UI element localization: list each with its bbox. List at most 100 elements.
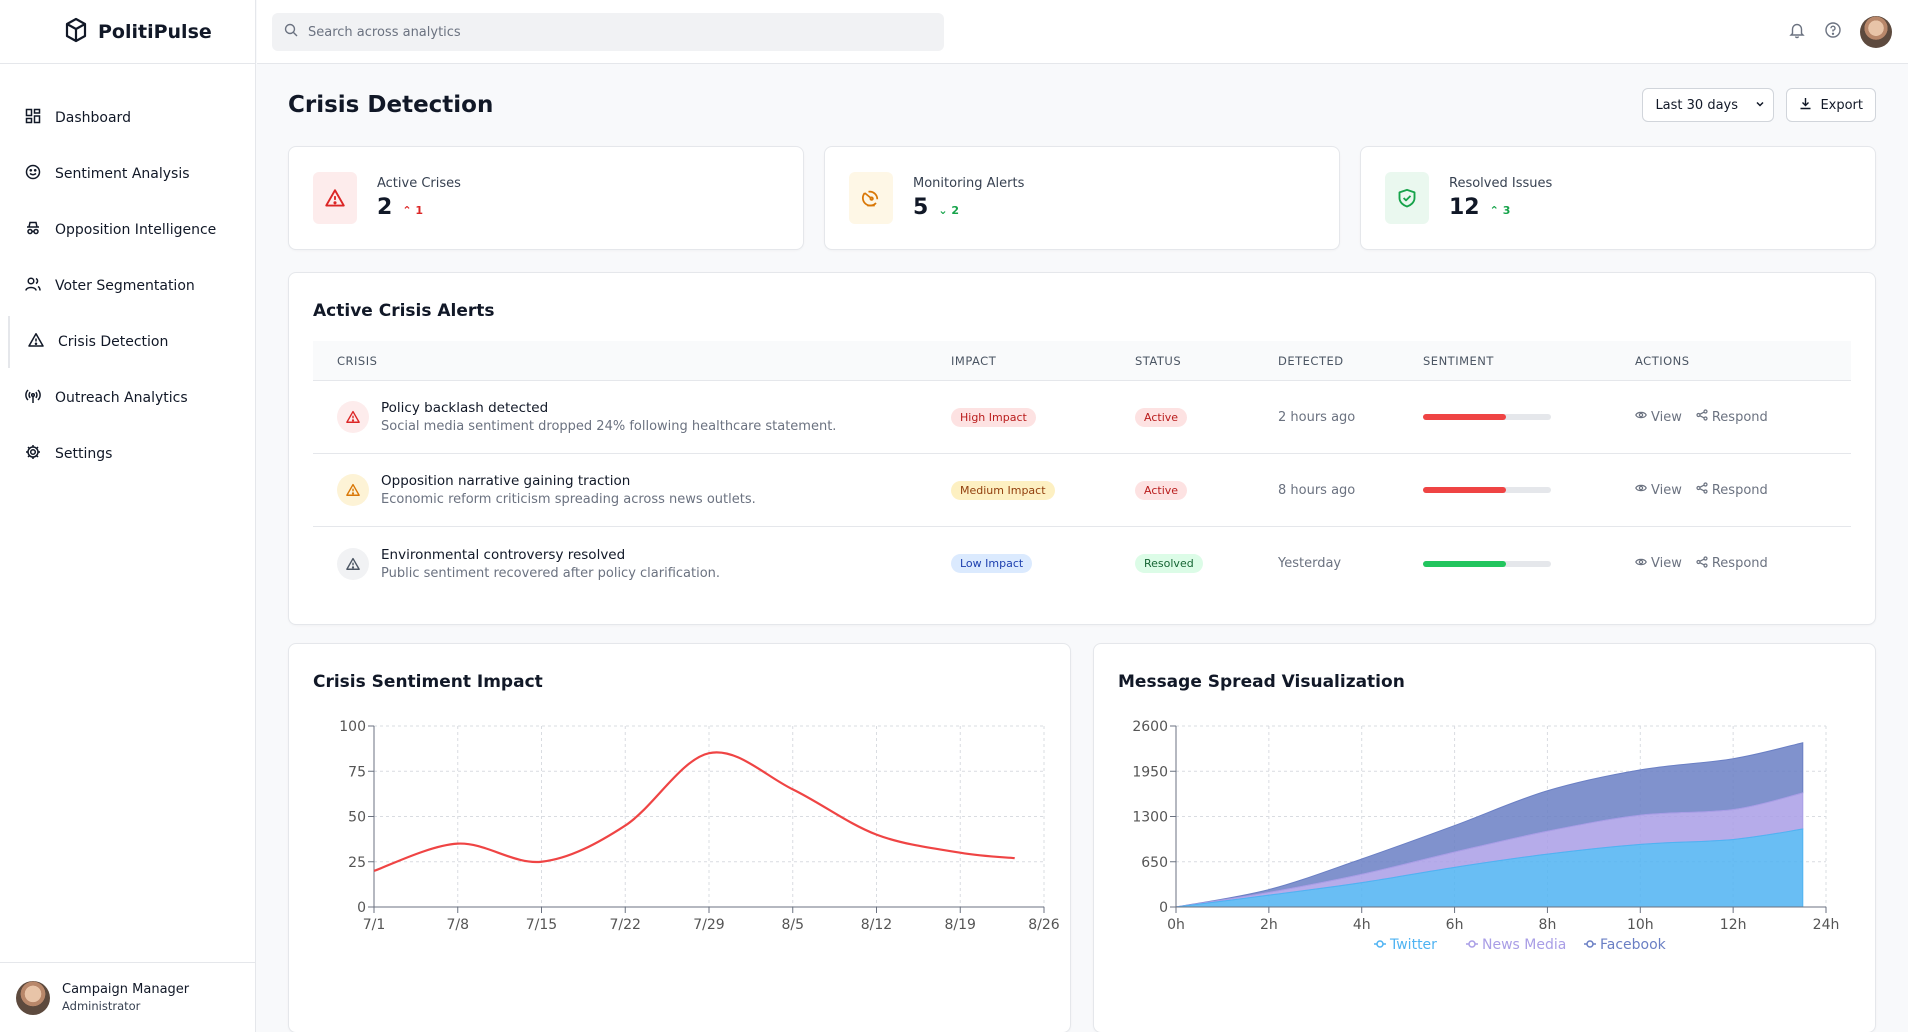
x-tick-label: 7/8: [446, 917, 469, 933]
sentiment-bar: [1423, 560, 1551, 567]
stat-delta: ⌃ 1: [402, 204, 424, 217]
dashboard-icon: [25, 108, 41, 128]
y-tick-label: 1300: [1132, 810, 1168, 826]
sidebar: PolitiPulse Dashboard Sentiment Analysis…: [0, 0, 256, 1032]
y-tick-label: 1950: [1132, 764, 1168, 780]
sidebar-item-label: Voter Segmentation: [55, 278, 195, 294]
y-tick-label: 650: [1141, 855, 1168, 871]
y-tick-label: 25: [348, 855, 366, 871]
search-input[interactable]: [308, 24, 908, 40]
sentiment-bar-fill: [1423, 560, 1507, 567]
sidebar-item-voter-segmentation[interactable]: Voter Segmentation: [0, 258, 255, 314]
table-row[interactable]: Opposition narrative gaining traction Ec…: [313, 454, 1851, 527]
user-role: Administrator: [62, 999, 141, 1013]
avatar: [16, 980, 50, 1015]
help-icon[interactable]: [1824, 21, 1842, 43]
export-button[interactable]: Export: [1786, 88, 1876, 122]
sentiment-bar: [1423, 487, 1551, 493]
stat-card-monitoring-alerts: Monitoring Alerts 5 ⌄ 2: [824, 146, 1340, 250]
date-range-select[interactable]: Last 30 days: [1642, 88, 1775, 122]
sidebar-item-dashboard[interactable]: Dashboard: [0, 90, 255, 146]
x-tick-label: 0h: [1167, 917, 1185, 933]
brand[interactable]: PolitiPulse: [0, 0, 255, 64]
y-tick-label: 50: [348, 810, 366, 826]
alert-triangle-icon: [28, 332, 44, 352]
legend-label: Twitter: [1389, 937, 1437, 953]
crisis-title: Opposition narrative gaining traction: [381, 473, 631, 489]
status-badge: Active: [1135, 480, 1188, 500]
impact-badge: Low Impact: [951, 554, 1033, 573]
y-tick-label: 0: [357, 900, 366, 916]
crisis-title: Policy backlash detected: [381, 400, 549, 416]
column-header: ACTIONS: [1635, 353, 1690, 368]
crisis-description: Economic reform criticism spreading acro…: [381, 492, 756, 507]
series-line: [373, 751, 1015, 872]
smile-icon: [25, 164, 41, 184]
stat-value: 5: [913, 195, 929, 220]
column-header: DETECTED: [1278, 353, 1344, 368]
arrow-down-icon: ⌄: [938, 204, 948, 217]
x-tick-label: 7/1: [363, 917, 386, 933]
detected-time: 2 hours ago: [1278, 409, 1356, 425]
view-button[interactable]: View: [1635, 482, 1682, 498]
active-crisis-alerts-panel: Active Crisis Alerts CRISIS IMPACT STATU…: [288, 272, 1876, 625]
respond-button[interactable]: Respond: [1696, 409, 1768, 425]
chart-title: Message Spread Visualization: [1118, 672, 1405, 692]
sentiment-bar-fill: [1423, 414, 1507, 420]
table-row[interactable]: Policy backlash detected Social media se…: [313, 381, 1851, 454]
stat-value: 2: [377, 195, 393, 220]
sidebar-item-settings[interactable]: Settings: [0, 426, 255, 482]
chevron-down-icon: [1755, 98, 1765, 113]
y-tick-label: 75: [348, 764, 366, 780]
date-range-value: Last 30 days: [1655, 97, 1739, 113]
x-tick-label: 10h: [1627, 917, 1654, 933]
table-row[interactable]: Environmental controversy resolved Publi…: [313, 527, 1851, 600]
column-header: IMPACT: [951, 353, 997, 368]
search-bar[interactable]: [272, 13, 944, 51]
legend-marker: [1586, 940, 1594, 948]
stat-card-resolved-issues: Resolved Issues 12 ⌃ 3: [1360, 146, 1876, 250]
table-header: CRISIS IMPACT STATUS DETECTED SENTIMENT …: [313, 341, 1851, 381]
share-icon: [1696, 555, 1708, 572]
sidebar-item-label: Outreach Analytics: [55, 390, 188, 406]
search-icon: [284, 23, 298, 41]
sentiment-bar-fill: [1423, 487, 1507, 493]
user-profile[interactable]: Campaign Manager Administrator: [0, 962, 256, 1032]
header-actions: Last 30 days Export: [1642, 88, 1876, 122]
avatar[interactable]: [1860, 16, 1892, 48]
stat-value: 12: [1449, 195, 1480, 220]
legend-label: Facebook: [1600, 937, 1667, 953]
eye-icon: [1635, 556, 1647, 572]
alert-triangle-icon: [337, 401, 369, 433]
column-header: CRISIS: [337, 353, 378, 368]
sidebar-item-label: Opposition Intelligence: [55, 222, 217, 238]
x-tick-label: 12h: [1720, 917, 1747, 933]
x-tick-label: 7/22: [610, 917, 641, 933]
crisis-description: Public sentiment recovered after policy …: [381, 565, 721, 581]
share-icon: [1696, 409, 1708, 425]
respond-button[interactable]: Respond: [1696, 555, 1768, 572]
legend-label: News Media: [1482, 937, 1566, 953]
view-button[interactable]: View: [1635, 556, 1682, 572]
sidebar-item-sentiment-analysis[interactable]: Sentiment Analysis: [0, 146, 255, 202]
export-label: Export: [1820, 97, 1863, 113]
view-button[interactable]: View: [1635, 409, 1682, 425]
chart-title: Crisis Sentiment Impact: [313, 672, 543, 692]
gear-icon: [25, 444, 41, 464]
legend-marker: [1376, 940, 1384, 948]
sidebar-nav: Dashboard Sentiment Analysis Opposition …: [0, 64, 255, 482]
sidebar-item-outreach-analytics[interactable]: Outreach Analytics: [0, 370, 255, 426]
detected-time: Yesterday: [1278, 556, 1342, 571]
status-badge: Active: [1135, 407, 1188, 427]
sentiment-line-chart: 0 25 50 75 100 7/1 7/8 7/15 7/22 7/29 8/5 8/12 8/19 8…: [339, 719, 1060, 933]
share-icon: [1696, 482, 1708, 498]
bell-icon[interactable]: [1788, 21, 1806, 43]
sidebar-item-crisis-detection[interactable]: Crisis Detection: [0, 314, 255, 370]
x-tick-label: 2h: [1260, 917, 1278, 933]
sidebar-item-opposition-intelligence[interactable]: Opposition Intelligence: [0, 202, 255, 258]
message-spread-panel: Message Spread Visualization 0 650 1300 195…: [1093, 643, 1876, 1032]
respond-button[interactable]: Respond: [1696, 482, 1768, 498]
column-header: SENTIMENT: [1423, 353, 1494, 368]
crisis-description: Social media sentiment dropped 24% follo…: [381, 419, 837, 434]
impact-badge: Medium Impact: [951, 480, 1055, 500]
